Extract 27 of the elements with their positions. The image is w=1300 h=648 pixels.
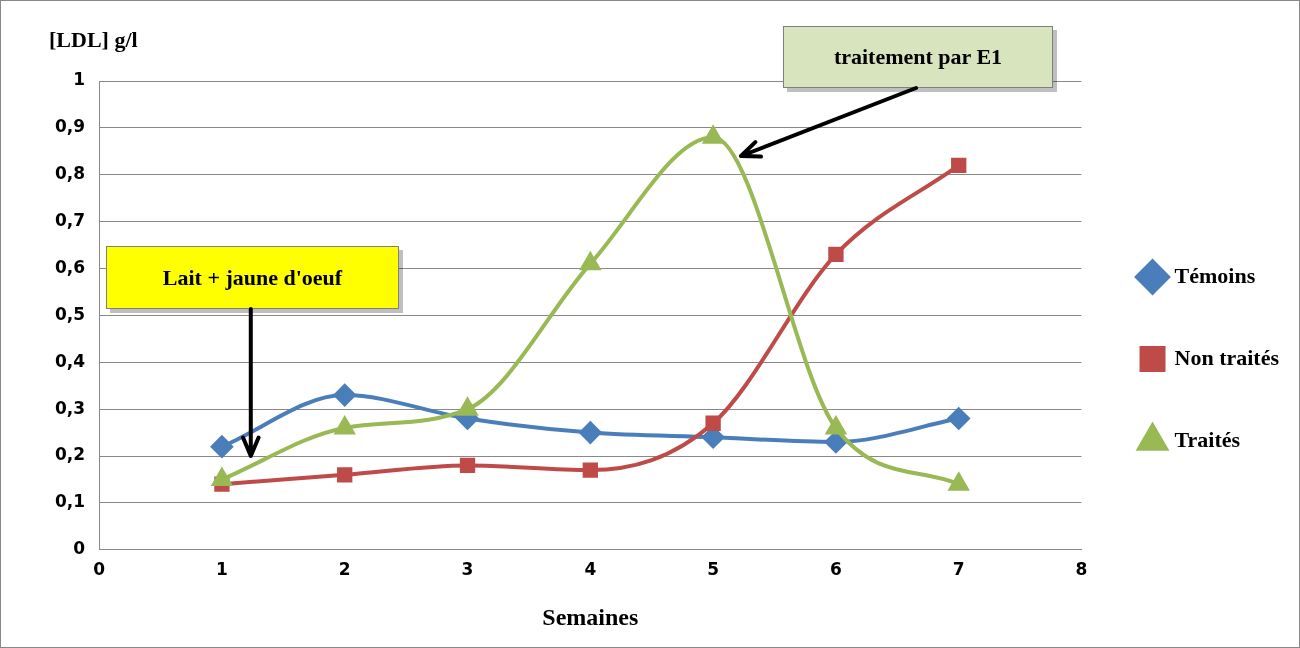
- y-tick-label: 0,3: [54, 397, 86, 418]
- y-tick-label: 0,6: [54, 256, 86, 277]
- y-tick-label: 0: [73, 538, 86, 559]
- x-tick-label: 8: [1075, 559, 1088, 580]
- y-tick-label: 0,1: [54, 491, 86, 512]
- x-tick-label: 2: [338, 559, 351, 580]
- y-tick-label: 0,8: [54, 163, 86, 184]
- x-tick-label: 7: [952, 559, 965, 580]
- y-tick-label: 0,2: [54, 444, 86, 465]
- callout-box: traitement par E1: [783, 26, 1053, 88]
- legend-label: Non traités: [1174, 344, 1280, 370]
- x-tick-label: 6: [830, 559, 842, 580]
- x-tick-label: 1: [215, 559, 228, 580]
- x-tick-label: 3: [461, 559, 474, 580]
- y-tick-label: 0,5: [54, 303, 86, 324]
- x-axis-title: Semaines: [542, 603, 639, 630]
- y-axis-title: [LDL] g/l: [49, 26, 138, 52]
- x-tick-label: 0: [93, 559, 106, 580]
- callout-box: Lait + jaune d'oeuf: [106, 246, 399, 309]
- y-tick-label: 0,7: [54, 210, 86, 231]
- x-tick-label: 4: [584, 559, 597, 580]
- y-tick-label: 0,9: [54, 116, 86, 137]
- y-tick-label: 1: [73, 69, 86, 90]
- y-tick-label: 0,4: [54, 350, 86, 371]
- legend-label: Traités: [1174, 426, 1241, 452]
- legend-label: Témoins: [1174, 262, 1256, 288]
- x-tick-label: 5: [707, 559, 720, 580]
